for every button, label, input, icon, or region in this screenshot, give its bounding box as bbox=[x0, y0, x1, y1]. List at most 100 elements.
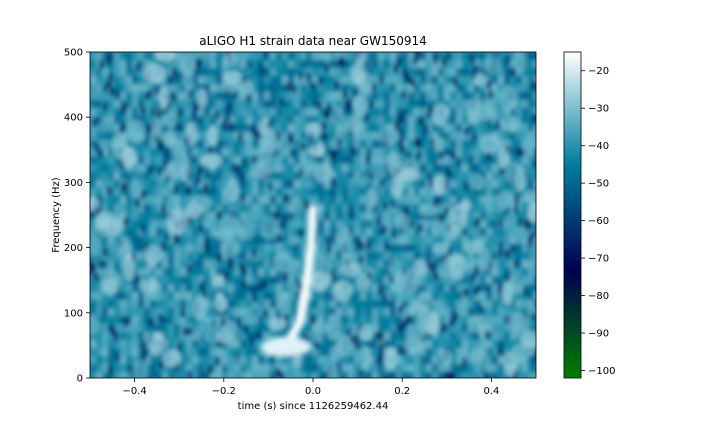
heatmap-cell bbox=[180, 268, 187, 277]
heatmap-cell bbox=[384, 260, 391, 269]
heatmap-cell bbox=[144, 212, 151, 221]
heatmap-cell bbox=[420, 140, 427, 149]
heatmap-cell bbox=[390, 84, 397, 93]
heatmap-cell bbox=[216, 124, 223, 133]
heatmap-cell bbox=[510, 204, 517, 213]
heatmap-cell bbox=[222, 196, 229, 205]
noise-patch bbox=[413, 258, 428, 277]
heatmap-cell bbox=[450, 116, 457, 125]
heatmap-cell bbox=[492, 292, 499, 301]
heatmap-cell bbox=[234, 300, 241, 309]
heatmap-cell bbox=[402, 84, 409, 93]
heatmap-cell bbox=[366, 300, 373, 309]
heatmap-cell bbox=[156, 60, 163, 69]
y-tick-label: 500 bbox=[64, 48, 83, 59]
heatmap-cell bbox=[186, 356, 193, 365]
heatmap-cell bbox=[114, 108, 121, 117]
heatmap-cell bbox=[366, 364, 373, 373]
noise-blob bbox=[187, 263, 192, 274]
heatmap-cell bbox=[210, 172, 217, 181]
heatmap-cell bbox=[162, 108, 169, 117]
noise-blob bbox=[109, 86, 115, 97]
heatmap-cell bbox=[342, 140, 349, 149]
heatmap-cell bbox=[264, 252, 271, 261]
heatmap-cell bbox=[384, 92, 391, 101]
heatmap-cell bbox=[336, 92, 343, 101]
heatmap-cell bbox=[438, 228, 445, 237]
heatmap-cell bbox=[300, 268, 307, 277]
heatmap-cell bbox=[162, 148, 169, 157]
heatmap-cell bbox=[414, 76, 421, 85]
heatmap-cell bbox=[96, 356, 103, 365]
heatmap-cell bbox=[420, 180, 427, 189]
heatmap-cell bbox=[366, 92, 373, 101]
heatmap-cell bbox=[528, 116, 535, 125]
heatmap-cell bbox=[432, 132, 439, 141]
heatmap-cell bbox=[492, 356, 499, 365]
heatmap-cell bbox=[180, 84, 187, 93]
heatmap-cell bbox=[288, 156, 295, 165]
heatmap-cell bbox=[132, 100, 139, 109]
heatmap-cell bbox=[354, 84, 361, 93]
heatmap-cell bbox=[168, 372, 175, 378]
heatmap-cell bbox=[204, 316, 211, 325]
heatmap-cell bbox=[468, 364, 475, 373]
noise-patch bbox=[358, 324, 374, 341]
heatmap-cell bbox=[138, 204, 145, 213]
heatmap-cell bbox=[144, 140, 151, 149]
heatmap-cell bbox=[306, 348, 313, 357]
heatmap-cell bbox=[264, 156, 271, 165]
heatmap-cell bbox=[228, 348, 235, 357]
heatmap-cell bbox=[246, 180, 253, 189]
heatmap-cell bbox=[282, 284, 289, 293]
heatmap-cell bbox=[126, 228, 133, 237]
noise-patch bbox=[460, 199, 472, 212]
heatmap-cell bbox=[192, 148, 199, 157]
heatmap-cell bbox=[414, 156, 421, 165]
heatmap-cell bbox=[342, 164, 349, 173]
heatmap-cell bbox=[432, 172, 439, 181]
heatmap-cell bbox=[90, 76, 97, 85]
heatmap-cell bbox=[336, 68, 343, 77]
heatmap-cell bbox=[174, 372, 181, 378]
heatmap-cell bbox=[144, 164, 151, 173]
heatmap-cell bbox=[408, 300, 415, 309]
noise-blob bbox=[369, 99, 374, 110]
heatmap-cell bbox=[210, 268, 217, 277]
heatmap-cell bbox=[204, 356, 211, 365]
heatmap-cell bbox=[240, 148, 247, 157]
heatmap-cell bbox=[216, 188, 223, 197]
x-tick-label: 0.0 bbox=[305, 386, 321, 397]
heatmap-cell bbox=[102, 60, 109, 69]
heatmap-cell bbox=[528, 100, 535, 109]
heatmap-cell bbox=[150, 356, 157, 365]
heatmap-cell bbox=[402, 124, 409, 133]
heatmap-cell bbox=[102, 52, 109, 61]
heatmap-cell bbox=[342, 252, 349, 261]
heatmap-cell bbox=[468, 260, 475, 269]
heatmap-cell bbox=[222, 292, 229, 301]
heatmap-cell bbox=[318, 204, 325, 213]
heatmap-cell bbox=[528, 324, 535, 333]
heatmap-cell bbox=[396, 236, 403, 245]
heatmap-cell bbox=[486, 276, 493, 285]
heatmap-cell bbox=[432, 260, 439, 269]
heatmap-cell bbox=[156, 292, 163, 301]
heatmap-cell bbox=[156, 324, 163, 333]
noise-blob bbox=[426, 109, 432, 120]
heatmap-cell bbox=[270, 204, 277, 213]
heatmap-cell bbox=[240, 204, 247, 213]
heatmap-cell bbox=[486, 364, 493, 373]
heatmap-cell bbox=[150, 372, 157, 378]
heatmap-cell bbox=[522, 68, 529, 77]
heatmap-cell bbox=[258, 300, 265, 309]
heatmap-cell bbox=[270, 332, 277, 341]
heatmap-cell bbox=[390, 196, 397, 205]
heatmap-cell bbox=[504, 244, 511, 253]
heatmap-cell bbox=[276, 212, 283, 221]
heatmap-cell bbox=[354, 220, 361, 229]
heatmap-cell bbox=[150, 180, 157, 189]
noise-blob bbox=[91, 262, 96, 273]
heatmap-cell bbox=[258, 204, 265, 213]
heatmap-cell bbox=[138, 140, 145, 149]
